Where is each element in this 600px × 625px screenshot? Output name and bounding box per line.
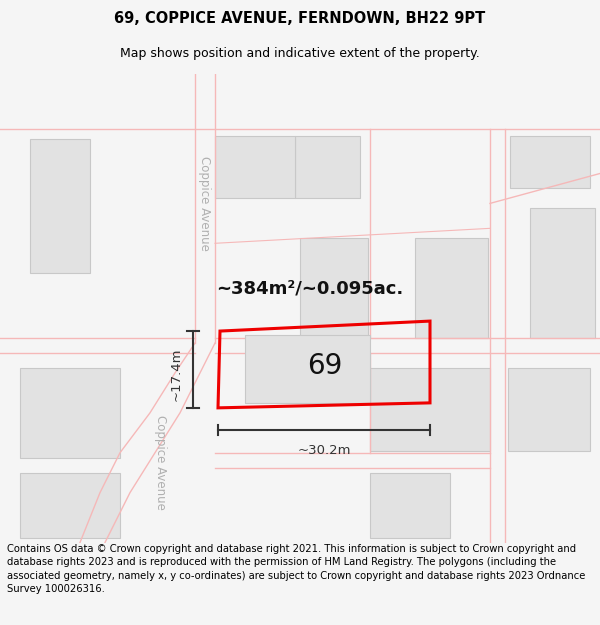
Polygon shape — [295, 136, 360, 198]
Polygon shape — [30, 139, 90, 273]
Text: Contains OS data © Crown copyright and database right 2021. This information is : Contains OS data © Crown copyright and d… — [7, 544, 586, 594]
Text: 69: 69 — [307, 352, 343, 380]
Text: ~17.4m: ~17.4m — [170, 348, 183, 401]
Polygon shape — [510, 136, 590, 189]
Polygon shape — [370, 472, 450, 538]
Text: 69, COPPICE AVENUE, FERNDOWN, BH22 9PT: 69, COPPICE AVENUE, FERNDOWN, BH22 9PT — [115, 11, 485, 26]
Polygon shape — [245, 335, 370, 403]
Polygon shape — [20, 368, 120, 458]
Text: ~384m²/~0.095ac.: ~384m²/~0.095ac. — [217, 279, 404, 297]
Text: Coppice Avenue: Coppice Avenue — [154, 415, 167, 510]
Polygon shape — [530, 208, 595, 338]
Polygon shape — [508, 368, 590, 451]
Text: ~30.2m: ~30.2m — [297, 444, 351, 457]
Polygon shape — [215, 136, 295, 198]
Polygon shape — [415, 238, 488, 338]
Polygon shape — [370, 368, 490, 451]
Text: Coppice Avenue: Coppice Avenue — [199, 156, 212, 251]
Polygon shape — [300, 238, 368, 338]
Text: Map shows position and indicative extent of the property.: Map shows position and indicative extent… — [120, 47, 480, 59]
Polygon shape — [20, 472, 120, 538]
